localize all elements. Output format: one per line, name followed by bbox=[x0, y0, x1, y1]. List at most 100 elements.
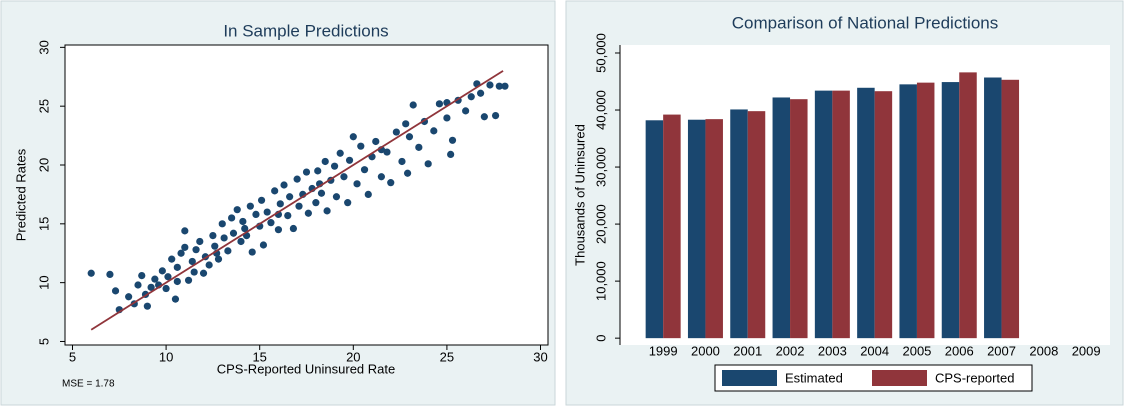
bar bbox=[645, 120, 664, 339]
y-tick-label: 30,000 bbox=[593, 147, 608, 187]
y-tick-label: 20 bbox=[36, 158, 51, 172]
x-tick-label: 15 bbox=[252, 349, 266, 364]
point bbox=[332, 193, 341, 201]
legend-swatch bbox=[872, 370, 927, 386]
point bbox=[274, 226, 283, 234]
point bbox=[364, 190, 372, 199]
legend-label: CPS-reported bbox=[935, 370, 1014, 385]
x-tick-label: 2000 bbox=[691, 343, 720, 358]
point bbox=[271, 187, 279, 195]
fit-line bbox=[90, 70, 504, 331]
x-tick-label: 30 bbox=[533, 349, 547, 364]
point bbox=[480, 113, 488, 121]
point bbox=[314, 167, 322, 175]
point bbox=[403, 169, 412, 177]
point bbox=[257, 196, 266, 204]
y-tick-label: 5 bbox=[36, 338, 51, 345]
point bbox=[239, 217, 247, 226]
point bbox=[405, 133, 414, 141]
y-axis-title: Predicted Rates bbox=[13, 148, 28, 241]
point bbox=[435, 100, 444, 108]
point bbox=[477, 89, 485, 97]
point bbox=[218, 220, 226, 228]
bar bbox=[663, 114, 681, 339]
point bbox=[409, 101, 417, 109]
point bbox=[276, 200, 284, 208]
y-tick-label: 0 bbox=[593, 335, 608, 342]
x-tick-label: 1999 bbox=[649, 343, 678, 358]
point bbox=[383, 148, 391, 156]
point bbox=[467, 93, 475, 101]
point bbox=[220, 234, 228, 242]
point bbox=[209, 231, 217, 240]
y-tick-label: 10 bbox=[36, 275, 51, 289]
point bbox=[181, 227, 189, 235]
x-tick-label: 2006 bbox=[945, 343, 974, 358]
point bbox=[353, 180, 361, 188]
point bbox=[330, 162, 339, 170]
point bbox=[447, 150, 455, 159]
bar bbox=[1001, 79, 1020, 339]
point bbox=[171, 295, 180, 303]
point bbox=[177, 249, 185, 257]
point bbox=[491, 111, 500, 120]
point bbox=[443, 114, 451, 122]
x-tick-label: 25 bbox=[440, 349, 454, 364]
bar bbox=[984, 77, 1002, 339]
point bbox=[190, 268, 198, 276]
x-tick-label: 2002 bbox=[776, 343, 805, 358]
point bbox=[134, 281, 142, 289]
point bbox=[252, 210, 260, 219]
point bbox=[357, 142, 365, 150]
bar bbox=[857, 87, 875, 339]
point bbox=[125, 293, 133, 301]
annotation: MSE = 1.78 bbox=[62, 379, 115, 390]
bar bbox=[747, 111, 766, 339]
bar bbox=[874, 91, 893, 339]
point bbox=[241, 224, 249, 233]
point bbox=[233, 206, 241, 214]
point bbox=[267, 219, 275, 227]
point bbox=[340, 173, 348, 181]
point bbox=[430, 127, 438, 135]
bar bbox=[790, 99, 808, 339]
point bbox=[360, 166, 369, 174]
point bbox=[372, 137, 380, 146]
bar bbox=[941, 82, 960, 339]
y-axis-title: Thousands of Uninsured bbox=[572, 124, 587, 266]
point bbox=[263, 208, 271, 216]
point bbox=[188, 257, 196, 266]
point bbox=[293, 175, 301, 183]
y-tick-label: 30 bbox=[36, 40, 51, 54]
point bbox=[228, 214, 236, 222]
point bbox=[398, 157, 406, 166]
y-tick-label: 25 bbox=[36, 99, 51, 113]
point bbox=[286, 193, 294, 201]
point bbox=[196, 237, 204, 246]
point bbox=[387, 179, 395, 187]
chart-title: Comparison of National Predictions bbox=[732, 13, 998, 32]
point bbox=[424, 160, 432, 168]
bar bbox=[730, 109, 748, 339]
point bbox=[111, 287, 120, 295]
point bbox=[248, 248, 256, 256]
point bbox=[302, 168, 311, 176]
point bbox=[181, 243, 189, 251]
x-tick-label: 5 bbox=[69, 349, 76, 364]
point bbox=[229, 229, 238, 237]
point bbox=[336, 149, 344, 157]
point bbox=[415, 143, 423, 151]
point bbox=[448, 136, 457, 144]
y-tick-label: 20,000 bbox=[593, 204, 608, 244]
point bbox=[199, 269, 208, 277]
point bbox=[168, 255, 176, 263]
point bbox=[164, 273, 172, 281]
point bbox=[321, 157, 329, 166]
point bbox=[284, 211, 292, 220]
legend-label: Estimated bbox=[785, 370, 843, 385]
point bbox=[486, 81, 494, 89]
point bbox=[147, 283, 155, 291]
point bbox=[349, 133, 357, 141]
point bbox=[143, 302, 151, 310]
